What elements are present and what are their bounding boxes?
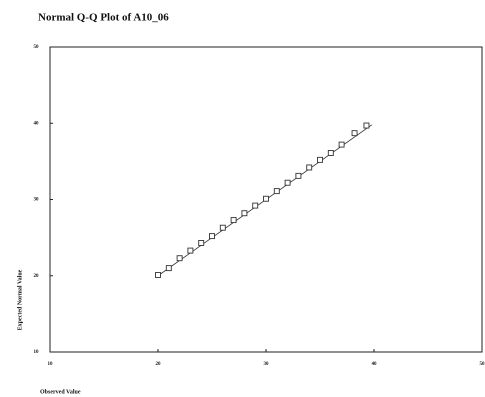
point xyxy=(306,164,313,171)
y-tick-label: 20 xyxy=(34,274,40,279)
point xyxy=(273,188,280,195)
point xyxy=(155,272,161,278)
x-tick-label: 40 xyxy=(372,362,378,367)
point xyxy=(317,156,323,163)
point xyxy=(187,247,194,254)
x-tick-label: 20 xyxy=(156,362,162,367)
point xyxy=(338,141,345,148)
point xyxy=(241,210,248,217)
point xyxy=(284,179,291,186)
y-tick-label: 50 xyxy=(34,45,40,50)
point xyxy=(363,122,370,129)
point xyxy=(176,255,183,262)
point xyxy=(263,195,269,202)
x-axis-label: Observed Value xyxy=(40,389,81,395)
y-tick-label: 40 xyxy=(34,121,40,126)
point xyxy=(219,224,226,231)
point xyxy=(252,202,259,209)
point xyxy=(351,130,358,137)
point xyxy=(327,150,334,156)
point xyxy=(198,240,205,246)
y-tick-label: 30 xyxy=(34,198,40,203)
y-tick-label: 10 xyxy=(34,350,40,355)
point xyxy=(165,265,172,272)
point xyxy=(209,233,215,240)
x-tick-label: 30 xyxy=(264,362,270,367)
chart-title: Normal Q-Q Plot of A10_06 xyxy=(38,12,169,24)
point xyxy=(295,172,302,179)
point xyxy=(230,217,237,224)
x-tick-label: 10 xyxy=(48,362,54,367)
x-tick-label: 50 xyxy=(480,362,485,367)
y-axis-label: Expected Normal Value xyxy=(17,269,23,330)
